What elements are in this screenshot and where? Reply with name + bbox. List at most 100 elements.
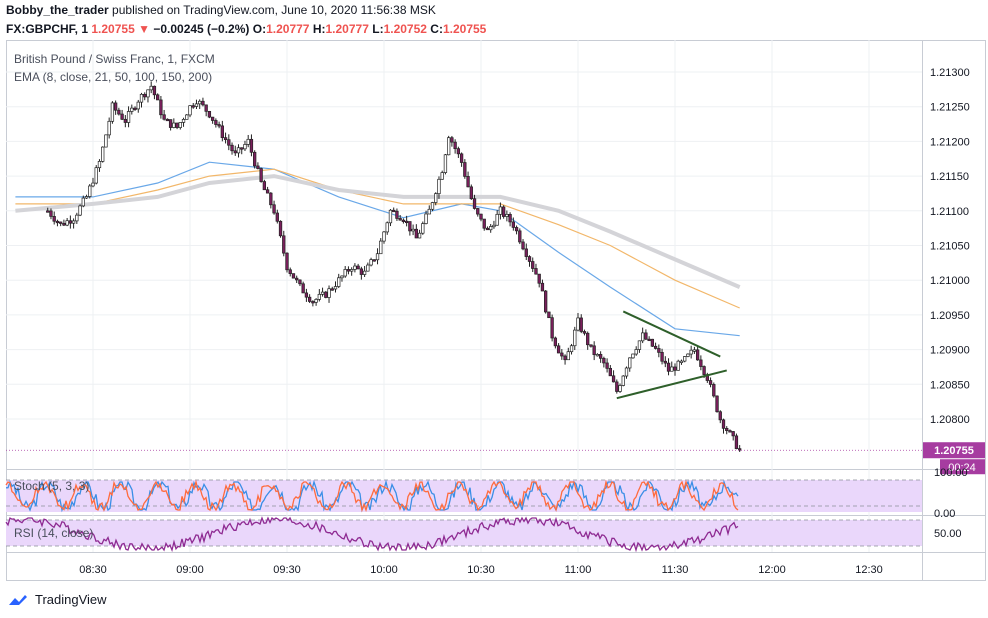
time-tick-label: 10:00	[370, 564, 398, 576]
candle-body	[130, 107, 134, 112]
chart-header-ohlc: FX:GBPCHF, 1 1.20755 ▼ −0.00245 (−0.2%) …	[6, 22, 486, 36]
candle-body	[240, 147, 244, 150]
candle-body	[518, 230, 522, 243]
last-price-tag-text: 1.20755	[934, 445, 974, 457]
candle-body	[615, 381, 619, 392]
candle-body	[540, 282, 545, 292]
candle-body	[55, 220, 60, 224]
candle-body	[628, 357, 632, 369]
candle-body	[282, 235, 286, 254]
osc-band	[6, 520, 922, 546]
candle-body	[350, 269, 354, 272]
candle-body	[673, 366, 677, 371]
candle-body	[340, 275, 344, 279]
candle-body	[285, 252, 289, 271]
candle-body	[589, 344, 593, 347]
candle-body	[236, 147, 241, 154]
candle-body	[424, 213, 428, 224]
osc-line	[5, 516, 739, 553]
candle-body	[366, 264, 370, 272]
candle-body	[146, 89, 150, 98]
candle-body	[521, 241, 525, 250]
candle-body	[725, 427, 729, 431]
candle-body	[718, 411, 722, 421]
candle-body	[65, 220, 69, 226]
candle-body	[259, 168, 263, 182]
candle-body	[269, 192, 273, 206]
candle-body	[107, 120, 111, 136]
candle-body	[262, 181, 267, 191]
tradingview-cloud-icon	[9, 594, 27, 605]
candle-body	[243, 144, 247, 150]
candle-body	[586, 332, 590, 346]
candle-body	[117, 109, 121, 115]
legend-ema: EMA (8, close, 21, 50, 100, 150, 200)	[14, 70, 213, 84]
candle-body	[689, 349, 693, 355]
candle-body	[618, 385, 622, 392]
candle-body	[207, 110, 212, 118]
candle-body	[68, 220, 73, 224]
candle-body	[126, 111, 131, 123]
symbol-label: FX:GBPCHF, 1	[6, 22, 89, 36]
candle-body	[670, 366, 674, 372]
candle-body	[595, 354, 600, 357]
candle-body	[534, 268, 538, 275]
candle-body	[278, 220, 283, 237]
candle-body	[101, 146, 105, 162]
candle-body	[731, 431, 735, 437]
ema-line	[15, 161, 740, 337]
candle-body	[288, 269, 292, 274]
rsi-pane: 50.00	[5, 516, 962, 553]
candle-body	[372, 259, 376, 262]
candle-body	[592, 345, 596, 355]
candle-body	[608, 367, 612, 377]
candle-body	[172, 122, 176, 128]
tradingview-logo[interactable]: TradingView	[7, 592, 107, 607]
grid-lines	[6, 40, 922, 552]
candle-body	[712, 384, 716, 397]
candle-body	[566, 351, 570, 361]
candle-body	[544, 290, 548, 313]
candle-body	[576, 317, 580, 331]
candle-body	[702, 366, 706, 375]
candle-body	[472, 198, 477, 209]
candle-body	[110, 102, 115, 122]
candle-body	[181, 119, 186, 123]
candle-body	[408, 221, 412, 232]
candle-body	[443, 154, 448, 173]
candle-body	[605, 362, 609, 369]
candle-body	[346, 269, 351, 272]
candle-body	[314, 299, 318, 303]
candle-body	[249, 138, 254, 153]
candle-body	[392, 209, 396, 213]
candle-body	[498, 206, 503, 215]
candle-body	[217, 124, 221, 127]
high-value: 1.20777	[325, 22, 369, 36]
candle-body	[721, 419, 726, 429]
candle-body	[728, 430, 732, 433]
chart-header-publisher: Bobby_the_trader published on TradingVie…	[6, 3, 436, 17]
candle-body	[450, 137, 454, 143]
candle-body	[427, 208, 431, 215]
candle-body	[317, 293, 321, 300]
candle-body	[459, 153, 464, 163]
candle-body	[324, 291, 328, 298]
candle-body	[185, 114, 189, 120]
candle-body	[301, 283, 305, 294]
candle-body	[650, 338, 655, 347]
candle-body	[201, 100, 205, 106]
candle-body	[514, 227, 519, 232]
candle-body	[298, 279, 302, 285]
triangle-trendline	[622, 310, 721, 358]
candle-body	[333, 286, 338, 290]
candle-body	[353, 265, 357, 270]
candle-body	[253, 151, 257, 167]
candle-body	[653, 345, 658, 349]
candle-body	[738, 448, 742, 451]
candle-body	[227, 139, 231, 146]
time-tick-label: 12:00	[758, 564, 786, 576]
candle-body	[469, 186, 473, 200]
publisher-name[interactable]: Bobby_the_trader	[6, 3, 109, 17]
candle-body	[676, 360, 680, 371]
